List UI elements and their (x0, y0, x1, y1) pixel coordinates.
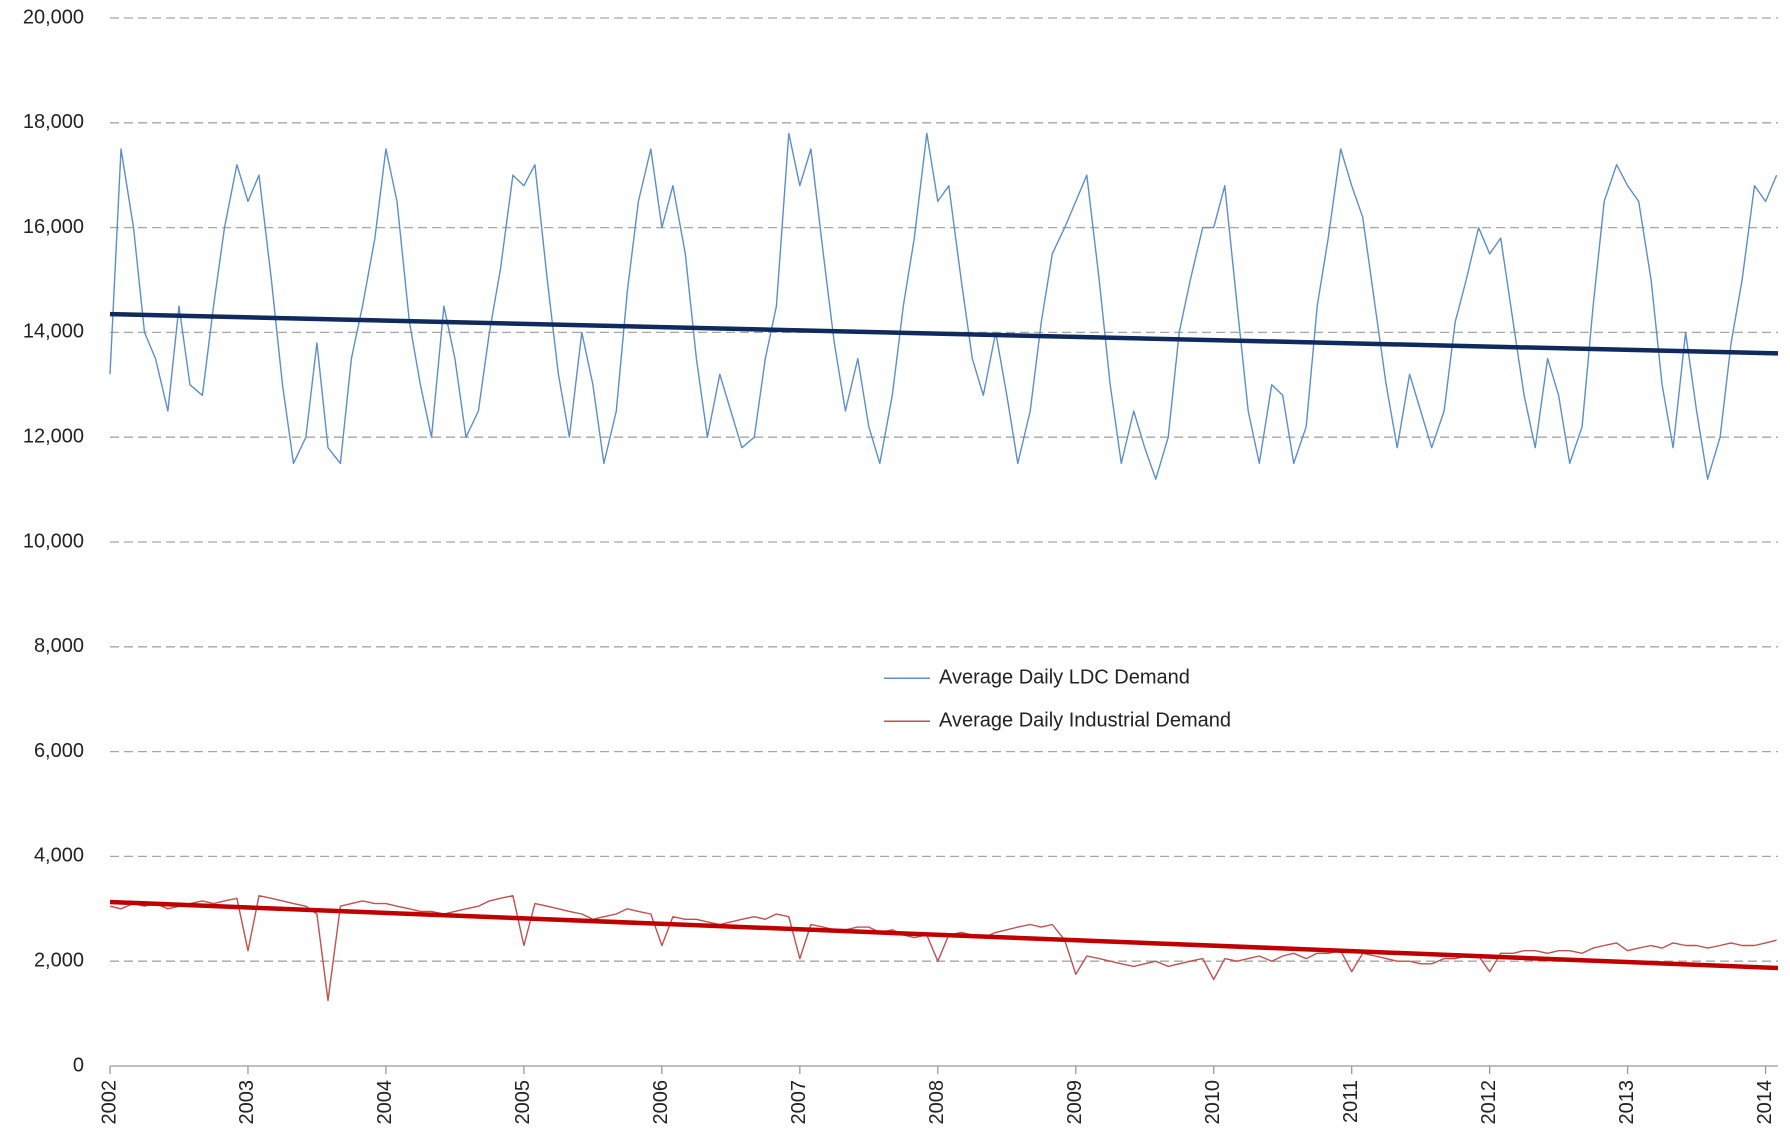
x-tick-label: 2013 (1616, 1080, 1638, 1125)
legend-label: Average Daily LDC Demand (939, 666, 1190, 688)
y-tick-label: 2,000 (34, 949, 84, 971)
y-tick-label: 12,000 (23, 425, 84, 447)
x-tick-label: 2003 (236, 1080, 258, 1125)
x-tick-label: 2009 (1064, 1080, 1086, 1125)
y-tick-label: 4,000 (34, 845, 84, 867)
x-tick-label: 2006 (650, 1080, 672, 1125)
x-tick-label: 2011 (1340, 1080, 1362, 1123)
x-tick-label: 2007 (788, 1080, 810, 1125)
x-tick-label: 2005 (512, 1080, 534, 1125)
y-tick-label: 14,000 (23, 321, 84, 343)
trend-line (109, 899, 1779, 971)
y-tick-label: 8,000 (34, 635, 84, 657)
y-tick-label: 6,000 (34, 740, 84, 762)
y-tick-label: 16,000 (23, 216, 84, 238)
x-tick-label: 2012 (1478, 1080, 1500, 1125)
y-tick-label: 10,000 (23, 530, 84, 552)
legend-label: Average Daily Industrial Demand (939, 709, 1231, 731)
trend-line (109, 311, 1779, 356)
y-tick-label: 18,000 (23, 111, 84, 133)
y-tick-label: 20,000 (23, 6, 84, 28)
x-tick-label: 2010 (1202, 1080, 1224, 1125)
x-tick-label: 2004 (374, 1080, 396, 1125)
x-tick-label: 2014 (1754, 1080, 1776, 1125)
x-tick-label: 2002 (98, 1080, 120, 1125)
y-tick-label: 0 (73, 1054, 84, 1076)
data-line (109, 132, 1778, 480)
x-tick-label: 2008 (926, 1080, 948, 1125)
